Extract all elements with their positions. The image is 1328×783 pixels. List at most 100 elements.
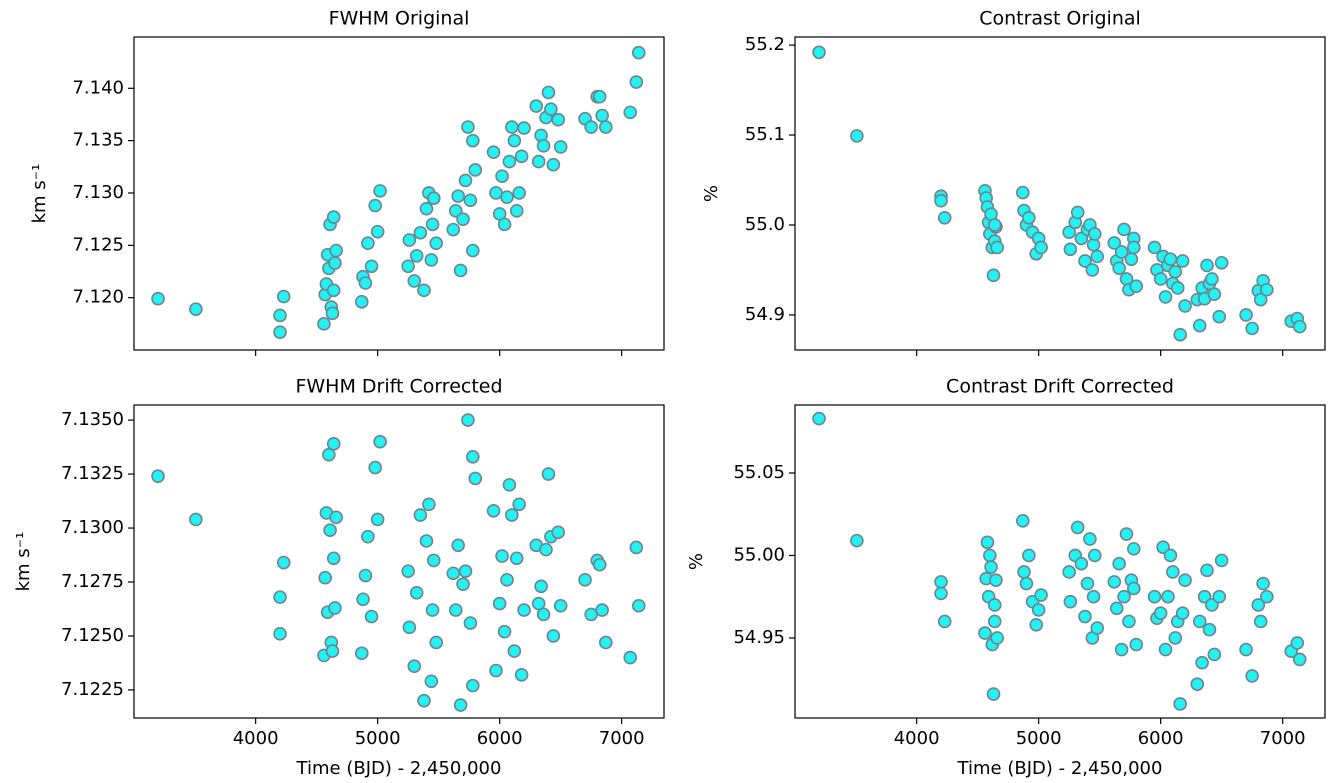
- y-axis-label: %: [701, 185, 722, 202]
- data-point: [497, 217, 512, 232]
- data-point: [370, 512, 385, 527]
- data-point: [328, 601, 342, 615]
- data-point: [276, 289, 291, 304]
- data-point: [1212, 309, 1227, 324]
- data-point: [1168, 264, 1183, 279]
- data-point: [402, 233, 417, 247]
- data-point: [407, 274, 422, 288]
- data-point: [326, 210, 341, 224]
- data-point: [1239, 308, 1253, 322]
- data-point: [507, 644, 522, 658]
- data-point: [984, 560, 998, 574]
- y-tick-label: 54.95: [733, 627, 785, 648]
- y-tick-label: 7.1250: [61, 625, 124, 646]
- y-tick-label: 54.9: [745, 304, 785, 325]
- data-point: [329, 243, 343, 258]
- data-point: [1212, 589, 1227, 604]
- data-point: [1062, 565, 1076, 579]
- data-point: [536, 607, 551, 622]
- data-point: [1290, 636, 1305, 650]
- data-point: [1192, 318, 1207, 333]
- y-tick-label: 55.2: [745, 34, 785, 55]
- data-point: [990, 631, 1004, 645]
- data-point: [417, 693, 431, 708]
- data-point: [544, 102, 558, 117]
- y-tick-label: 7.1225: [61, 679, 124, 700]
- data-point: [1192, 614, 1207, 629]
- data-point: [1070, 520, 1085, 535]
- data-point: [497, 624, 512, 639]
- data-point: [517, 603, 531, 617]
- x-tick-label: 6000: [477, 728, 523, 749]
- data-point: [1078, 254, 1092, 268]
- data-point: [1074, 556, 1089, 571]
- y-axis-label: km s⁻¹: [13, 532, 34, 592]
- data-point: [934, 575, 948, 589]
- data-point: [1063, 242, 1078, 257]
- data-point: [1127, 542, 1141, 556]
- data-point: [328, 256, 342, 270]
- data-point: [1158, 290, 1173, 304]
- y-tick-label: 7.125: [72, 234, 124, 255]
- y-axis-label: km s⁻¹: [29, 164, 50, 224]
- data-point: [1190, 677, 1205, 691]
- data-point: [466, 678, 480, 693]
- data-point: [1163, 252, 1178, 266]
- data-point: [1034, 240, 1048, 255]
- data-point: [325, 306, 340, 321]
- data-point: [424, 674, 439, 689]
- data-point: [458, 173, 473, 188]
- data-point: [987, 614, 1002, 629]
- data-point: [1078, 609, 1092, 624]
- x-axis-label: Time (BJD) - 2,450,000: [296, 758, 502, 779]
- data-point: [1170, 281, 1185, 295]
- data-point: [429, 635, 444, 650]
- data-point: [1127, 581, 1141, 596]
- data-point: [1292, 652, 1307, 667]
- data-point: [599, 635, 613, 650]
- data-point: [514, 149, 529, 164]
- y-tick-label: 55.0: [745, 214, 785, 235]
- data-point: [356, 592, 370, 607]
- data-point: [409, 585, 424, 600]
- data-point: [463, 616, 478, 630]
- data-point: [1015, 185, 1030, 200]
- data-point: [1112, 261, 1126, 275]
- data-point: [446, 222, 461, 237]
- data-point: [402, 620, 417, 635]
- data-point: [512, 497, 526, 512]
- data-point: [419, 534, 434, 548]
- data-point: [323, 523, 337, 538]
- data-point: [151, 469, 165, 484]
- data-point: [1022, 548, 1036, 563]
- data-point: [1200, 563, 1214, 578]
- subplot-title: FWHM Original: [329, 8, 470, 30]
- data-point: [468, 471, 483, 486]
- data-point: [429, 236, 444, 251]
- data-point: [1112, 556, 1126, 571]
- data-point: [495, 169, 509, 184]
- data-point: [495, 549, 509, 563]
- data-point: [364, 259, 379, 274]
- x-tick-label: 4000: [233, 728, 279, 749]
- data-point: [453, 698, 468, 712]
- axes-frame: [794, 36, 1326, 351]
- data-point: [1109, 601, 1124, 616]
- data-point: [425, 217, 440, 232]
- data-point: [419, 201, 434, 216]
- y-tick-label: 7.135: [72, 130, 124, 151]
- data-point: [1166, 565, 1180, 579]
- data-point: [1253, 292, 1268, 307]
- data-point: [486, 145, 501, 159]
- data-point: [1147, 589, 1162, 604]
- data-point: [317, 317, 331, 331]
- data-point: [368, 460, 383, 475]
- data-point: [1129, 637, 1144, 652]
- data-point: [502, 154, 517, 169]
- axes-frame: [794, 404, 1326, 719]
- data-point: [468, 163, 483, 177]
- data-point: [987, 598, 1002, 612]
- data-point: [595, 603, 609, 617]
- data-point: [1168, 631, 1183, 645]
- y-tick-label: 7.1325: [61, 463, 124, 484]
